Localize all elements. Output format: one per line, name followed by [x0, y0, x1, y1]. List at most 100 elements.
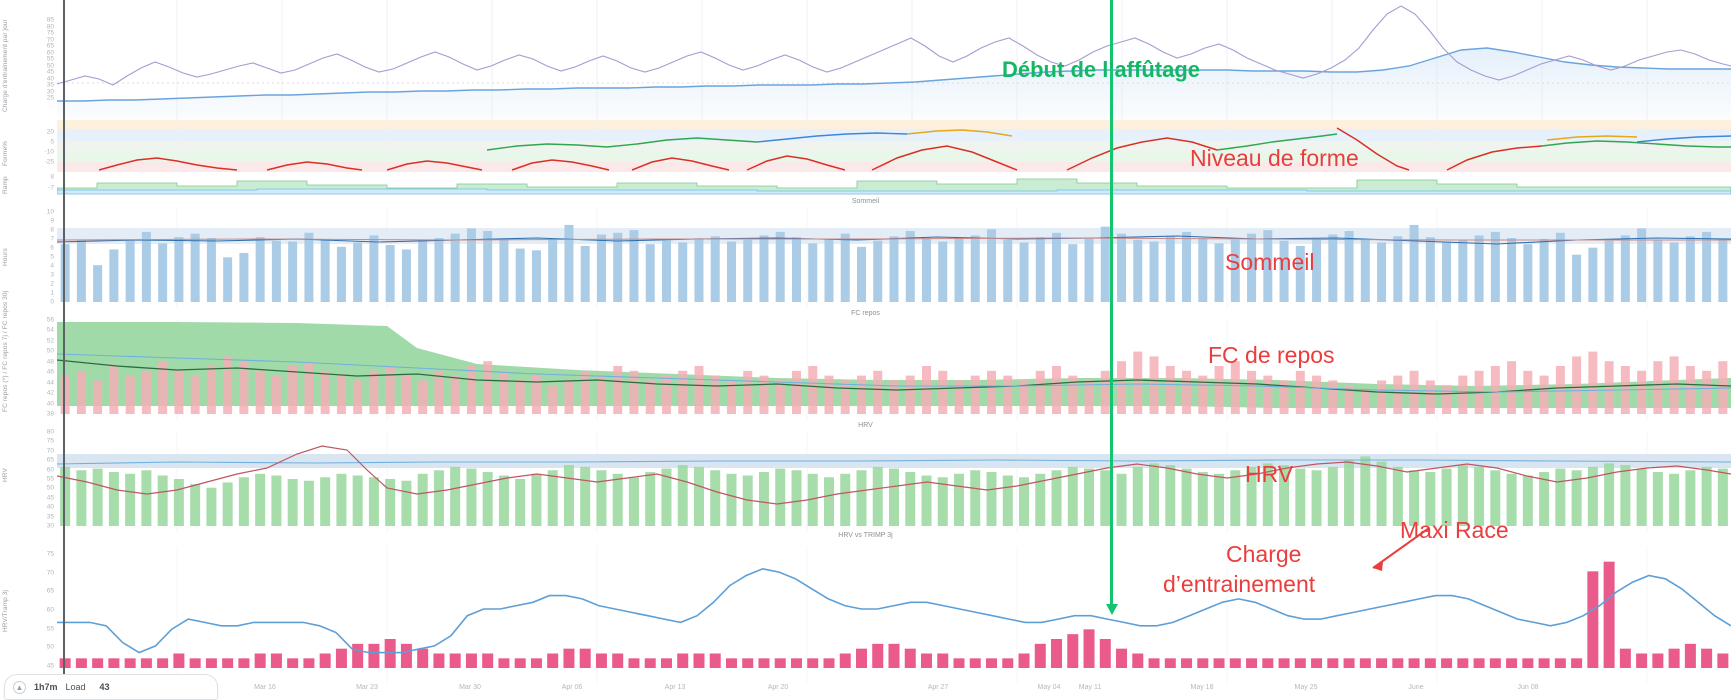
bar[interactable] [483, 361, 493, 414]
bar[interactable] [693, 653, 705, 669]
bar[interactable] [1506, 658, 1518, 668]
plot-hrv[interactable] [57, 420, 1731, 532]
bar[interactable] [628, 658, 640, 668]
bar[interactable] [1311, 658, 1323, 668]
bar[interactable] [1246, 658, 1258, 668]
bar[interactable] [661, 468, 672, 526]
bar[interactable] [678, 242, 688, 302]
bar[interactable] [1669, 473, 1680, 526]
bar[interactable] [108, 658, 120, 668]
bar[interactable] [1018, 653, 1030, 669]
bar[interactable] [352, 643, 364, 668]
bar[interactable] [1262, 463, 1273, 526]
bar[interactable] [563, 465, 574, 526]
bar[interactable] [206, 487, 217, 526]
bar[interactable] [1620, 235, 1630, 302]
bar[interactable] [1457, 658, 1469, 668]
bar[interactable] [271, 375, 281, 414]
bar[interactable] [1360, 390, 1370, 414]
bar[interactable] [1522, 658, 1534, 668]
bar[interactable] [1052, 366, 1062, 414]
bar[interactable] [1377, 380, 1387, 414]
bar[interactable] [790, 658, 802, 668]
bar[interactable] [1117, 233, 1127, 302]
bar[interactable] [922, 366, 931, 414]
bar[interactable] [677, 653, 689, 669]
bar[interactable] [1604, 240, 1614, 302]
bar[interactable] [1717, 468, 1728, 526]
bar[interactable] [710, 470, 721, 526]
bar[interactable] [466, 468, 477, 526]
bar[interactable] [417, 648, 429, 668]
bar[interactable] [1344, 385, 1354, 414]
bar[interactable] [1149, 356, 1159, 414]
bar[interactable] [774, 658, 786, 668]
bar[interactable] [206, 366, 216, 414]
bar[interactable] [1636, 653, 1648, 669]
bar[interactable] [1003, 239, 1013, 302]
bar[interactable] [531, 375, 541, 414]
bar[interactable] [1652, 472, 1663, 526]
bar[interactable] [369, 235, 379, 302]
bar[interactable] [174, 370, 184, 414]
bar[interactable] [872, 466, 883, 526]
bar[interactable] [271, 475, 282, 526]
bar[interactable] [1295, 468, 1306, 526]
bar[interactable] [904, 648, 916, 668]
bar[interactable] [109, 366, 119, 414]
bar[interactable] [726, 241, 736, 302]
bar[interactable] [1668, 648, 1680, 668]
bar[interactable] [1506, 473, 1517, 526]
bar[interactable] [76, 370, 86, 414]
bar[interactable] [434, 238, 444, 302]
bar[interactable] [206, 238, 216, 302]
bar[interactable] [563, 648, 575, 668]
bar[interactable] [239, 361, 249, 414]
bar[interactable] [1312, 375, 1322, 414]
bar[interactable] [1263, 230, 1273, 302]
bar[interactable] [482, 653, 494, 669]
bar[interactable] [1051, 639, 1063, 668]
bar[interactable] [1393, 236, 1403, 302]
bar[interactable] [645, 244, 655, 302]
bar[interactable] [775, 380, 785, 414]
bar[interactable] [75, 658, 87, 668]
bar[interactable] [1214, 366, 1224, 414]
bar[interactable] [1246, 466, 1257, 526]
bar[interactable] [287, 658, 299, 668]
bar[interactable] [205, 658, 217, 668]
bar[interactable] [1003, 375, 1013, 414]
bar[interactable] [76, 470, 87, 526]
bar[interactable] [450, 375, 460, 414]
bar[interactable] [986, 658, 998, 668]
bar[interactable] [92, 658, 104, 668]
bar[interactable] [1116, 648, 1128, 668]
bar[interactable] [1035, 473, 1046, 526]
bar[interactable] [368, 477, 379, 526]
bar[interactable] [872, 643, 884, 668]
bar[interactable] [1084, 380, 1094, 414]
bar[interactable] [59, 658, 71, 668]
bar[interactable] [401, 375, 411, 414]
bar[interactable] [141, 231, 151, 302]
bar[interactable] [1327, 658, 1339, 668]
bar[interactable] [1636, 468, 1647, 526]
bar[interactable] [320, 239, 330, 302]
bar[interactable] [173, 653, 185, 669]
bar[interactable] [1198, 375, 1208, 414]
bar[interactable] [400, 643, 412, 668]
bar[interactable] [1473, 658, 1485, 668]
bar[interactable] [905, 231, 915, 302]
bar[interactable] [1490, 470, 1501, 526]
bar[interactable] [970, 235, 980, 302]
bar[interactable] [1588, 351, 1598, 414]
bar[interactable] [922, 238, 931, 302]
bar[interactable] [954, 473, 965, 526]
bar[interactable] [352, 475, 363, 526]
bar[interactable] [645, 472, 656, 526]
bar[interactable] [141, 370, 151, 414]
bar[interactable] [580, 466, 591, 526]
bar[interactable] [125, 240, 135, 302]
bar[interactable] [1197, 472, 1208, 526]
hrv-bars[interactable] [60, 456, 1728, 526]
